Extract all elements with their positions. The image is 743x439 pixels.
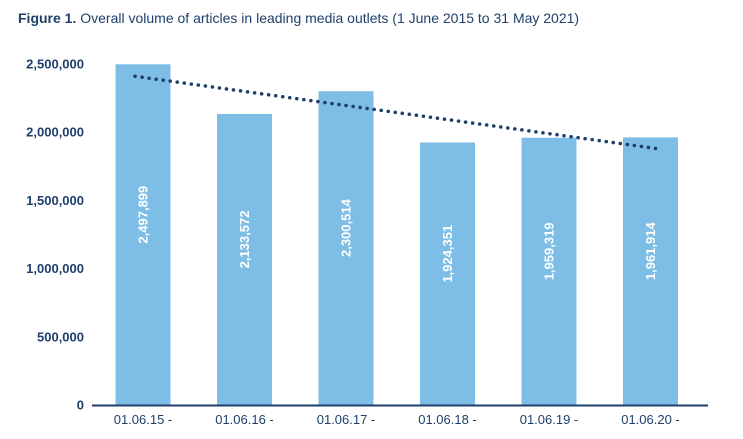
y-tick-label: 2,500,000 (26, 57, 84, 72)
y-tick-label: 1,000,000 (26, 261, 84, 276)
y-axis-ticks: 0 500,000 1,000,000 1,500,000 2,000,000 2,500… (26, 57, 84, 413)
x-tick-label: 01.06.19 - (520, 412, 579, 427)
x-tick-label: 01.06.16 - (215, 412, 274, 427)
bar (420, 142, 475, 405)
y-tick-label: 2,000,000 (26, 125, 84, 140)
bar-value-label: 2,133,572 (237, 211, 252, 269)
bar-value-label: 1,924,351 (440, 225, 455, 283)
x-axis-ticks: 01.06.15 - 01.06.16 - 01.06.17 - 01.06.18 -… (114, 412, 680, 427)
bar (318, 91, 374, 405)
figure-title: Overall volume of articles in leading me… (80, 10, 580, 26)
x-tick-label: 01.06.15 - (114, 412, 173, 427)
bars: 2,497,899 2,133,572 2,300,514 1,924,351 1,95… (115, 64, 678, 406)
x-tick-label: 01.06.17 - (317, 412, 376, 427)
figure-label: Figure 1. (18, 10, 77, 26)
bar (521, 137, 577, 405)
bar-value-label: 2,497,899 (136, 186, 151, 244)
trend-line (133, 74, 659, 151)
bar-value-label: 1,959,319 (542, 222, 557, 280)
chart-title: Figure 1. Overall volume of articles in … (18, 10, 579, 26)
y-tick-label: 0 (77, 398, 84, 413)
y-tick-label: 500,000 (37, 329, 84, 344)
bar (115, 64, 171, 406)
bar (217, 113, 272, 406)
x-tick-label: 01.06.20 - (621, 412, 680, 427)
trend-line-path (133, 74, 659, 151)
bar (623, 137, 678, 405)
y-tick-label: 1,500,000 (26, 193, 84, 208)
bar-value-label: 1,961,914 (643, 222, 658, 281)
bar-value-label: 2,300,514 (339, 198, 354, 257)
x-tick-label: 01.06.18 - (418, 412, 477, 427)
